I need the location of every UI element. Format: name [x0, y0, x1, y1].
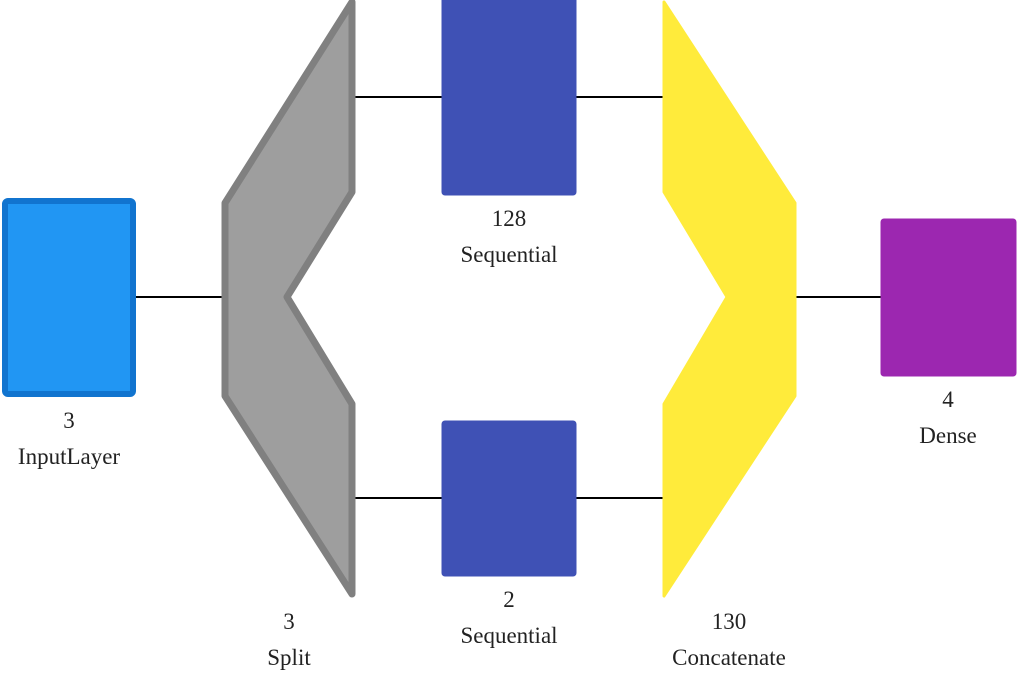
- input-layer-name: InputLayer: [17, 444, 121, 469]
- sequential-top-name: Sequential: [460, 242, 558, 267]
- split-label: 3 Split: [229, 604, 349, 676]
- split-units: 3: [283, 609, 295, 634]
- sequential-top-node[interactable]: [441, 0, 577, 196]
- sequential-top-units: 128: [491, 206, 527, 231]
- dense-node[interactable]: [880, 218, 1017, 377]
- split-node[interactable]: [221, 0, 356, 598]
- sequential-top-label: 128 Sequential: [439, 201, 579, 273]
- concatenate-node[interactable]: [662, 0, 797, 598]
- concatenate-units: 130: [711, 609, 747, 634]
- dense-name: Dense: [919, 423, 977, 448]
- split-name: Split: [267, 645, 311, 670]
- dense-units: 4: [942, 387, 954, 412]
- sequential-bottom-label: 2 Sequential: [439, 582, 579, 654]
- sequential-bottom-name: Sequential: [460, 623, 558, 648]
- sequential-bottom-units: 2: [503, 587, 515, 612]
- dense-label: 4 Dense: [888, 382, 1008, 454]
- sequential-bottom-node[interactable]: [441, 420, 577, 577]
- input-layer-units: 3: [63, 408, 75, 433]
- concatenate-name: Concatenate: [672, 645, 786, 670]
- concatenate-label: 130 Concatenate: [654, 604, 804, 676]
- input-layer-label: 3 InputLayer: [9, 403, 129, 475]
- input-layer-node[interactable]: [2, 198, 136, 397]
